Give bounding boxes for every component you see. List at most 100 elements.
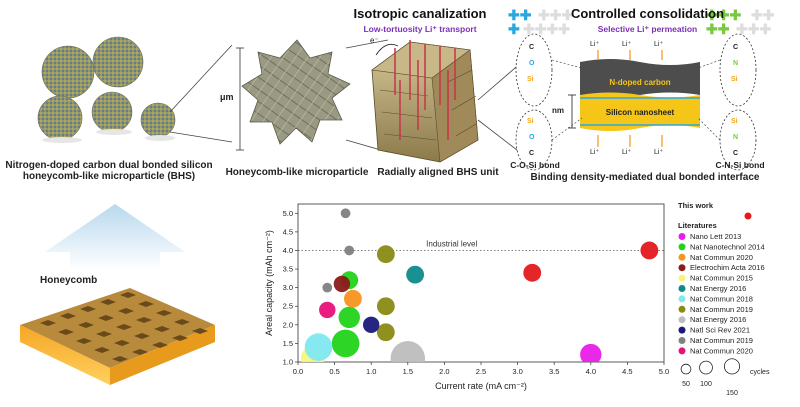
legend-label: Electrochim Acta 2016 <box>690 263 765 272</box>
honeycomb-illustration <box>20 204 215 385</box>
x-tick-label: 3.0 <box>512 367 522 376</box>
legend-marker <box>678 337 686 344</box>
atom-n: N <box>733 134 739 141</box>
data-points <box>300 208 659 362</box>
y-axis-label: Areal capacity (mAh cm⁻²) <box>264 230 274 336</box>
c-o-si-bond-label: C-O-Si bond <box>510 160 560 170</box>
data-point <box>376 297 395 316</box>
data-point <box>343 289 362 308</box>
svg-text:✚✚: ✚✚ <box>508 7 532 23</box>
atom-c: C <box>529 44 535 51</box>
legend-marker <box>678 274 686 282</box>
li-ion-label: Li⁺ <box>590 149 600 156</box>
y-tick-label: 1.0 <box>283 358 293 367</box>
microparticle-cluster <box>37 36 176 143</box>
honeycomb-label: Honeycomb <box>40 275 98 286</box>
top-illustration: ✚✚ ✚✚✚ ✚ ✚✚✚✚ ✚✚✚ ✚✚ ✚✚ ✚✚✚ <box>37 7 775 171</box>
size-legend-circle <box>680 363 692 375</box>
data-point <box>304 333 333 361</box>
atom-si: Si <box>527 76 534 83</box>
li-ion-label: Li⁺ <box>622 149 632 156</box>
x-tick-label: 3.5 <box>549 367 559 376</box>
legend-label: Nano Lett 2013 <box>690 232 741 241</box>
y-tick-label: 4.5 <box>283 227 293 236</box>
electron-label: e⁻ <box>370 36 379 45</box>
legend-literatures-header: Literatures <box>678 221 717 230</box>
legend-label: Nat Nanotechnol 2014 <box>690 242 765 251</box>
atom-n: N <box>733 60 739 67</box>
x-axis-label: Current rate (mA cm⁻²) <box>435 381 527 391</box>
bhs-caption: Nitrogen-doped carbon dual bonded silico… <box>4 160 214 182</box>
legend-label: Nat Commun 2019 <box>690 305 753 314</box>
legend-label: Nat Commun 2015 <box>690 274 753 283</box>
data-point <box>340 208 351 219</box>
legend-label: Natl Sci Rev 2021 <box>690 326 750 335</box>
svg-text:✚✚✚✚: ✚✚✚✚ <box>523 21 570 37</box>
svg-text:✚✚✚: ✚✚✚ <box>538 7 573 23</box>
data-point <box>344 245 355 256</box>
atom-c: C <box>529 150 535 157</box>
li-ion-label: Li⁺ <box>654 41 664 48</box>
data-point <box>333 275 351 293</box>
x-tick-label: 2.5 <box>476 367 486 376</box>
li-ion-label: Li⁺ <box>654 149 664 156</box>
bhs-caption-line1: Nitrogen-doped carbon dual bonded silico… <box>5 160 213 171</box>
y-tick-label: 2.5 <box>283 302 293 311</box>
svg-text:✚✚: ✚✚ <box>751 7 775 23</box>
data-point <box>376 323 395 342</box>
atom-si: Si <box>731 118 738 125</box>
size-legend-circle <box>723 358 741 375</box>
data-point <box>390 341 426 362</box>
reference-line-label: Industrial level <box>426 239 477 248</box>
size-legend-unit: cycles <box>750 369 770 376</box>
this-work-point <box>523 263 542 282</box>
isotropic-subtitle: Low-tortuosity Li⁺ transport <box>363 24 477 34</box>
radial-caption: Radially aligned BHS unit <box>377 167 499 178</box>
data-point <box>362 316 380 334</box>
size-legend-label: 50 <box>682 381 690 388</box>
svg-text:✚✚✚: ✚✚✚ <box>706 7 741 23</box>
svg-text:✚✚: ✚✚ <box>706 21 730 37</box>
controlled-subtitle: Selective Li⁺ permeation <box>597 24 698 34</box>
y-tick-label: 5.0 <box>283 209 293 218</box>
atom-o: O <box>529 134 535 141</box>
x-tick-label: 1.0 <box>366 367 376 376</box>
size-legend-label: 150 <box>726 390 738 397</box>
legend-label: Nat Commun 2019 <box>690 336 753 345</box>
controlled-title: Controlled consolidation <box>570 6 725 21</box>
data-point <box>338 306 360 329</box>
legend-marker <box>678 253 686 261</box>
legend-label: Nat Commun 2020 <box>690 253 753 262</box>
legend-marker <box>678 326 686 334</box>
silicon-nanosheet-label: Silicon nanosheet <box>605 108 675 117</box>
data-point <box>580 343 602 362</box>
legend-label: Nat Commun 2018 <box>690 294 753 303</box>
size-legend-label: 100 <box>700 381 712 388</box>
legend-this-work-marker <box>744 212 752 220</box>
binding-interface <box>515 33 757 171</box>
bhs-unit <box>371 40 479 163</box>
c-n-si-bond-label: C-N-Si bond <box>715 160 765 170</box>
legend-marker <box>678 295 686 303</box>
honeycomb-cells <box>40 292 208 362</box>
legend-label: Nat Commun 2020 <box>690 346 753 355</box>
data-point <box>331 329 360 358</box>
honeycomb-micro-caption: Honeycomb-like microparticle <box>225 167 369 178</box>
nm-label: nm <box>552 106 564 115</box>
isotropic-title: Isotropic canalization <box>353 6 487 21</box>
this-work-point <box>640 241 659 260</box>
legend-marker <box>678 305 686 313</box>
x-tick-label: 0.0 <box>293 367 303 376</box>
x-tick-label: 0.5 <box>329 367 339 376</box>
x-tick-label: 1.5 <box>403 367 413 376</box>
n-doped-carbon-label: N-doped carbon <box>609 78 671 87</box>
legend-marker <box>678 264 686 272</box>
legend-marker <box>678 347 686 355</box>
binding-caption: Binding density-mediated dual bonded int… <box>530 172 760 183</box>
data-point <box>322 282 333 293</box>
data-point <box>406 265 425 284</box>
bhs-caption-line2: honeycomb-like microparticle (BHS) <box>22 171 196 182</box>
atom-si: Si <box>527 118 534 125</box>
x-tick-label: 4.5 <box>622 367 632 376</box>
li-ion-label: Li⁺ <box>622 41 632 48</box>
